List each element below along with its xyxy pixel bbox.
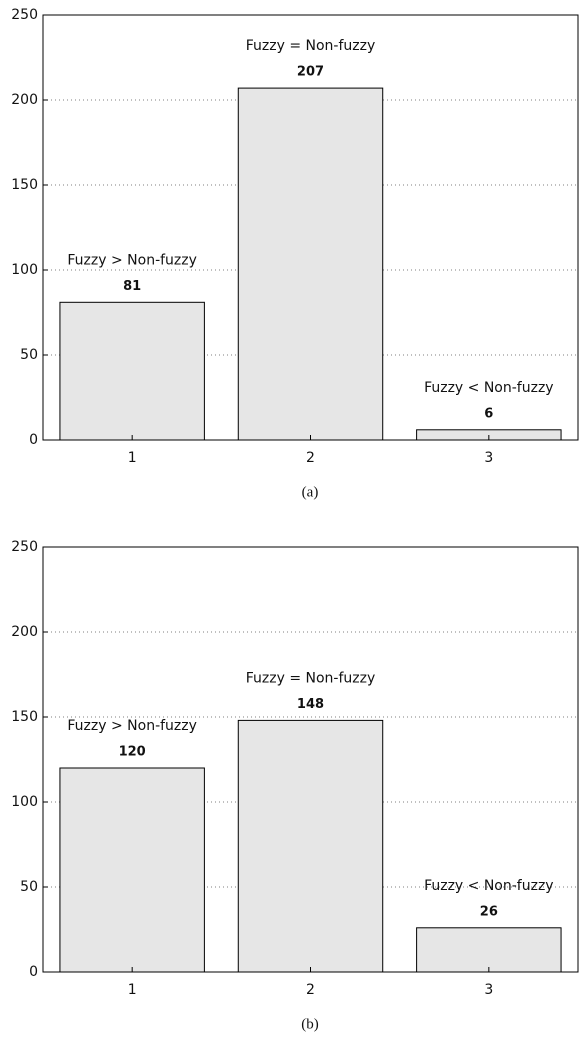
y-tick-label: 100 [11,262,38,278]
y-tick-label: 250 [11,7,38,23]
y-tick-label: 0 [29,432,38,448]
bar [237,719,384,973]
annotation: Fuzzy > Non-fuzzy [67,718,197,734]
y-tick-label: 100 [11,794,38,810]
bar [59,767,205,973]
annotation: Fuzzy = Non-fuzzy [246,670,376,686]
y-tick-label: 250 [11,539,38,555]
bar [237,87,384,441]
bar [59,301,205,441]
value-label: 207 [297,65,324,80]
x-tick-label: 2 [306,982,315,998]
value-label: 26 [480,904,498,919]
caption: (b) [301,1016,319,1032]
value-label: 81 [123,279,141,294]
value-label: 6 [484,406,493,421]
caption: (a) [302,484,319,500]
y-tick-label: 200 [11,624,38,640]
y-tick-label: 150 [11,177,38,193]
y-tick-label: 50 [20,347,38,363]
value-label: 120 [119,745,146,760]
x-tick-label: 1 [128,982,137,998]
bar [416,927,562,973]
y-tick-label: 50 [20,879,38,895]
annotation: Fuzzy > Non-fuzzy [67,252,197,268]
annotation: Fuzzy = Non-fuzzy [246,38,376,54]
y-tick-label: 0 [29,964,38,980]
x-tick-label: 1 [128,450,137,466]
annotation: Fuzzy < Non-fuzzy [424,878,554,894]
x-tick-label: 2 [306,450,315,466]
y-tick-label: 200 [11,92,38,108]
x-tick-label: 3 [484,450,493,466]
x-tick-label: 3 [484,982,493,998]
value-label: 148 [297,697,324,712]
annotation: Fuzzy < Non-fuzzy [424,380,554,396]
y-tick-label: 150 [11,709,38,725]
